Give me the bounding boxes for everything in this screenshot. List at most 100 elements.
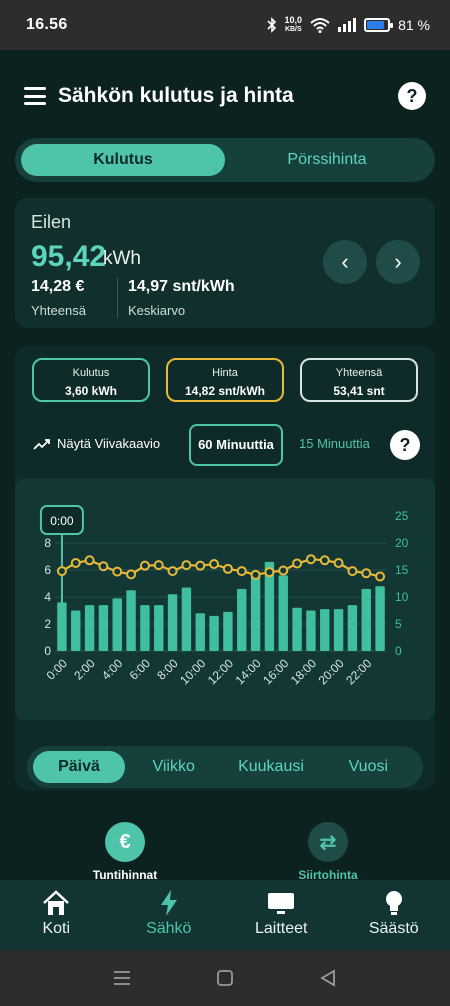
consumption-bar bbox=[195, 613, 205, 651]
price-line bbox=[61, 558, 381, 578]
pill-total-label: Yhteensä bbox=[335, 367, 383, 379]
transfer-price-shortcut[interactable]: ⇄ Siirtohinta bbox=[278, 822, 378, 882]
period-year[interactable]: Vuosi bbox=[348, 758, 389, 775]
price-point bbox=[250, 569, 261, 580]
bottom-navigation: Koti Sähkö Laitteet Säästö bbox=[0, 880, 450, 950]
y-left-tick-label: 8 bbox=[44, 536, 51, 550]
prev-day-button[interactable]: ‹ bbox=[323, 240, 367, 284]
nav-home-label: Koti bbox=[42, 920, 71, 937]
y-left-tick-label: 4 bbox=[44, 590, 51, 604]
home-button-icon[interactable] bbox=[216, 969, 234, 987]
price-point bbox=[292, 558, 303, 569]
system-nav-bar bbox=[0, 950, 450, 1006]
consumption-bar bbox=[320, 609, 330, 651]
consumption-bar bbox=[84, 605, 95, 651]
consumption-bar bbox=[361, 588, 371, 651]
consumption-bar bbox=[57, 602, 67, 651]
consumption-bar bbox=[98, 605, 109, 651]
recents-icon[interactable] bbox=[113, 970, 131, 986]
price-point bbox=[70, 557, 81, 568]
day-label: Eilen bbox=[31, 212, 72, 232]
pill-consumption-value: 3,60 kWh bbox=[64, 384, 118, 398]
y-right-tick-label: 25 bbox=[395, 509, 409, 523]
tab-spot-price[interactable]: Pörssihinta bbox=[287, 151, 367, 168]
price-point bbox=[126, 569, 137, 580]
y-left-tick-label: 2 bbox=[44, 617, 51, 631]
y-right-tick-label: 15 bbox=[395, 563, 409, 577]
x-tick-label: 22:00 bbox=[343, 656, 374, 687]
pill-total-value: 53,41 snt bbox=[333, 384, 385, 398]
monitor-icon bbox=[268, 893, 295, 914]
back-icon[interactable] bbox=[319, 969, 337, 987]
nav-savings[interactable]: Säästö bbox=[338, 880, 450, 950]
nav-savings-label: Säästö bbox=[368, 920, 419, 937]
interval-60-button[interactable]: 60 Minuuttia bbox=[189, 424, 283, 466]
swap-icon: ⇄ bbox=[308, 822, 348, 862]
period-day[interactable]: Päivä bbox=[33, 751, 125, 783]
bolt-icon bbox=[160, 890, 177, 916]
next-day-button[interactable]: › bbox=[376, 240, 420, 284]
x-tick-label: 8:00 bbox=[154, 656, 181, 683]
chart-view-options: Näytä Viivakaavio 60 Minuuttia 15 Minuut… bbox=[15, 422, 435, 470]
line-chart-toggle[interactable]: Näytä Viivakaavio bbox=[33, 436, 160, 451]
tab-consumption[interactable]: Kulutus bbox=[21, 144, 225, 176]
hourly-prices-label: Tuntihinnat bbox=[92, 868, 158, 882]
consumption-bar bbox=[375, 586, 385, 651]
pill-price[interactable]: Hinta 14,82 snt/kWh bbox=[166, 358, 284, 402]
day-average-caption: Keskiarvo bbox=[128, 303, 186, 318]
x-tick-label: 12:00 bbox=[205, 656, 236, 687]
y-right-tick-label: 20 bbox=[395, 536, 409, 550]
trending-up-icon bbox=[33, 438, 50, 450]
price-point bbox=[98, 561, 109, 572]
wifi-icon bbox=[310, 18, 330, 33]
bluetooth-icon bbox=[266, 17, 276, 33]
day-kwh-unit: kWh bbox=[103, 248, 141, 269]
period-month[interactable]: Kuukausi bbox=[238, 758, 304, 775]
price-point bbox=[56, 566, 67, 577]
hourly-prices-shortcut[interactable]: € Tuntihinnat bbox=[75, 822, 175, 882]
top-segment-control: Kulutus Pörssihinta bbox=[15, 138, 435, 182]
price-point bbox=[181, 560, 192, 571]
y-right-tick-label: 0 bbox=[395, 644, 402, 658]
line-chart-toggle-label: Näytä Viivakaavio bbox=[57, 436, 161, 451]
nav-electricity-label: Sähkö bbox=[146, 920, 192, 937]
price-point bbox=[278, 565, 289, 576]
period-week[interactable]: Viikko bbox=[152, 758, 195, 775]
price-point bbox=[112, 566, 123, 577]
price-point bbox=[209, 559, 220, 570]
consumption-bar bbox=[237, 588, 247, 651]
x-tick-label: 14:00 bbox=[233, 656, 264, 687]
status-icons: 10,0 KB/S 81 % bbox=[266, 16, 430, 34]
nav-devices-label: Laitteet bbox=[255, 920, 308, 937]
menu-icon[interactable] bbox=[24, 87, 46, 105]
chart-help-button[interactable]: ? bbox=[390, 430, 420, 460]
pill-total[interactable]: Yhteensä 53,41 snt bbox=[300, 358, 418, 402]
help-button[interactable]: ? bbox=[398, 82, 426, 110]
pill-consumption-label: Kulutus bbox=[72, 367, 110, 379]
chevron-left-icon: ‹ bbox=[341, 249, 349, 274]
consumption-bar bbox=[71, 610, 81, 651]
nav-devices[interactable]: Laitteet bbox=[225, 880, 338, 950]
price-point bbox=[319, 555, 330, 566]
price-point bbox=[153, 560, 164, 571]
day-kwh-value: 95,42 bbox=[31, 240, 107, 273]
consumption-bar bbox=[264, 561, 275, 651]
interval-15-button[interactable]: 15 Minuuttia bbox=[299, 436, 370, 451]
price-point bbox=[167, 566, 178, 577]
status-time: 16.56 bbox=[26, 16, 68, 33]
price-point bbox=[333, 557, 344, 568]
price-point bbox=[361, 568, 372, 579]
x-tick-label: 2:00 bbox=[71, 656, 98, 683]
price-point bbox=[305, 554, 316, 565]
pill-price-value: 14,82 snt/kWh bbox=[184, 384, 266, 398]
y-left-tick-label: 0 bbox=[44, 644, 51, 658]
consumption-bar bbox=[306, 610, 316, 651]
pill-consumption[interactable]: Kulutus 3,60 kWh bbox=[32, 358, 150, 402]
x-tick-label: 18:00 bbox=[288, 656, 319, 687]
nav-home[interactable]: Koti bbox=[0, 880, 113, 950]
battery-percent: 81 % bbox=[398, 17, 430, 33]
nav-electricity[interactable]: Sähkö bbox=[113, 880, 226, 950]
x-tick-label: 4:00 bbox=[99, 656, 126, 683]
price-point bbox=[375, 571, 386, 582]
x-tick-label: 10:00 bbox=[177, 656, 208, 687]
